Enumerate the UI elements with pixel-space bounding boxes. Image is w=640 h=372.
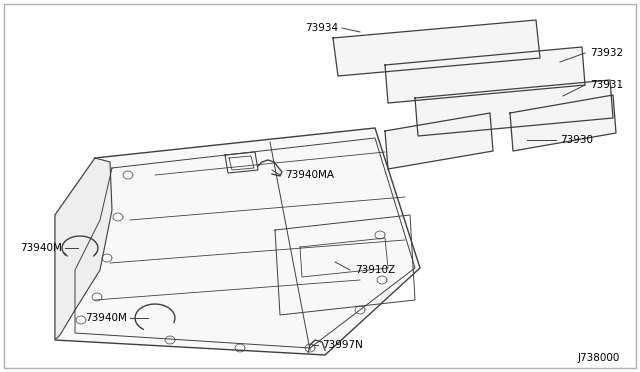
Text: 73934: 73934 (305, 23, 338, 33)
Text: 73997N: 73997N (322, 340, 363, 350)
Text: J738000: J738000 (578, 353, 620, 363)
Polygon shape (415, 80, 613, 136)
Polygon shape (333, 20, 540, 76)
Polygon shape (385, 47, 585, 103)
Text: 73940MA: 73940MA (285, 170, 334, 180)
Polygon shape (385, 113, 493, 169)
Polygon shape (55, 158, 112, 340)
Text: 73940M: 73940M (20, 243, 62, 253)
Polygon shape (55, 128, 420, 355)
Polygon shape (510, 95, 616, 151)
Text: 73940M: 73940M (85, 313, 127, 323)
Text: 73931: 73931 (590, 80, 623, 90)
Text: 73930: 73930 (560, 135, 593, 145)
Text: 73932: 73932 (590, 48, 623, 58)
Text: 73910Z: 73910Z (355, 265, 395, 275)
